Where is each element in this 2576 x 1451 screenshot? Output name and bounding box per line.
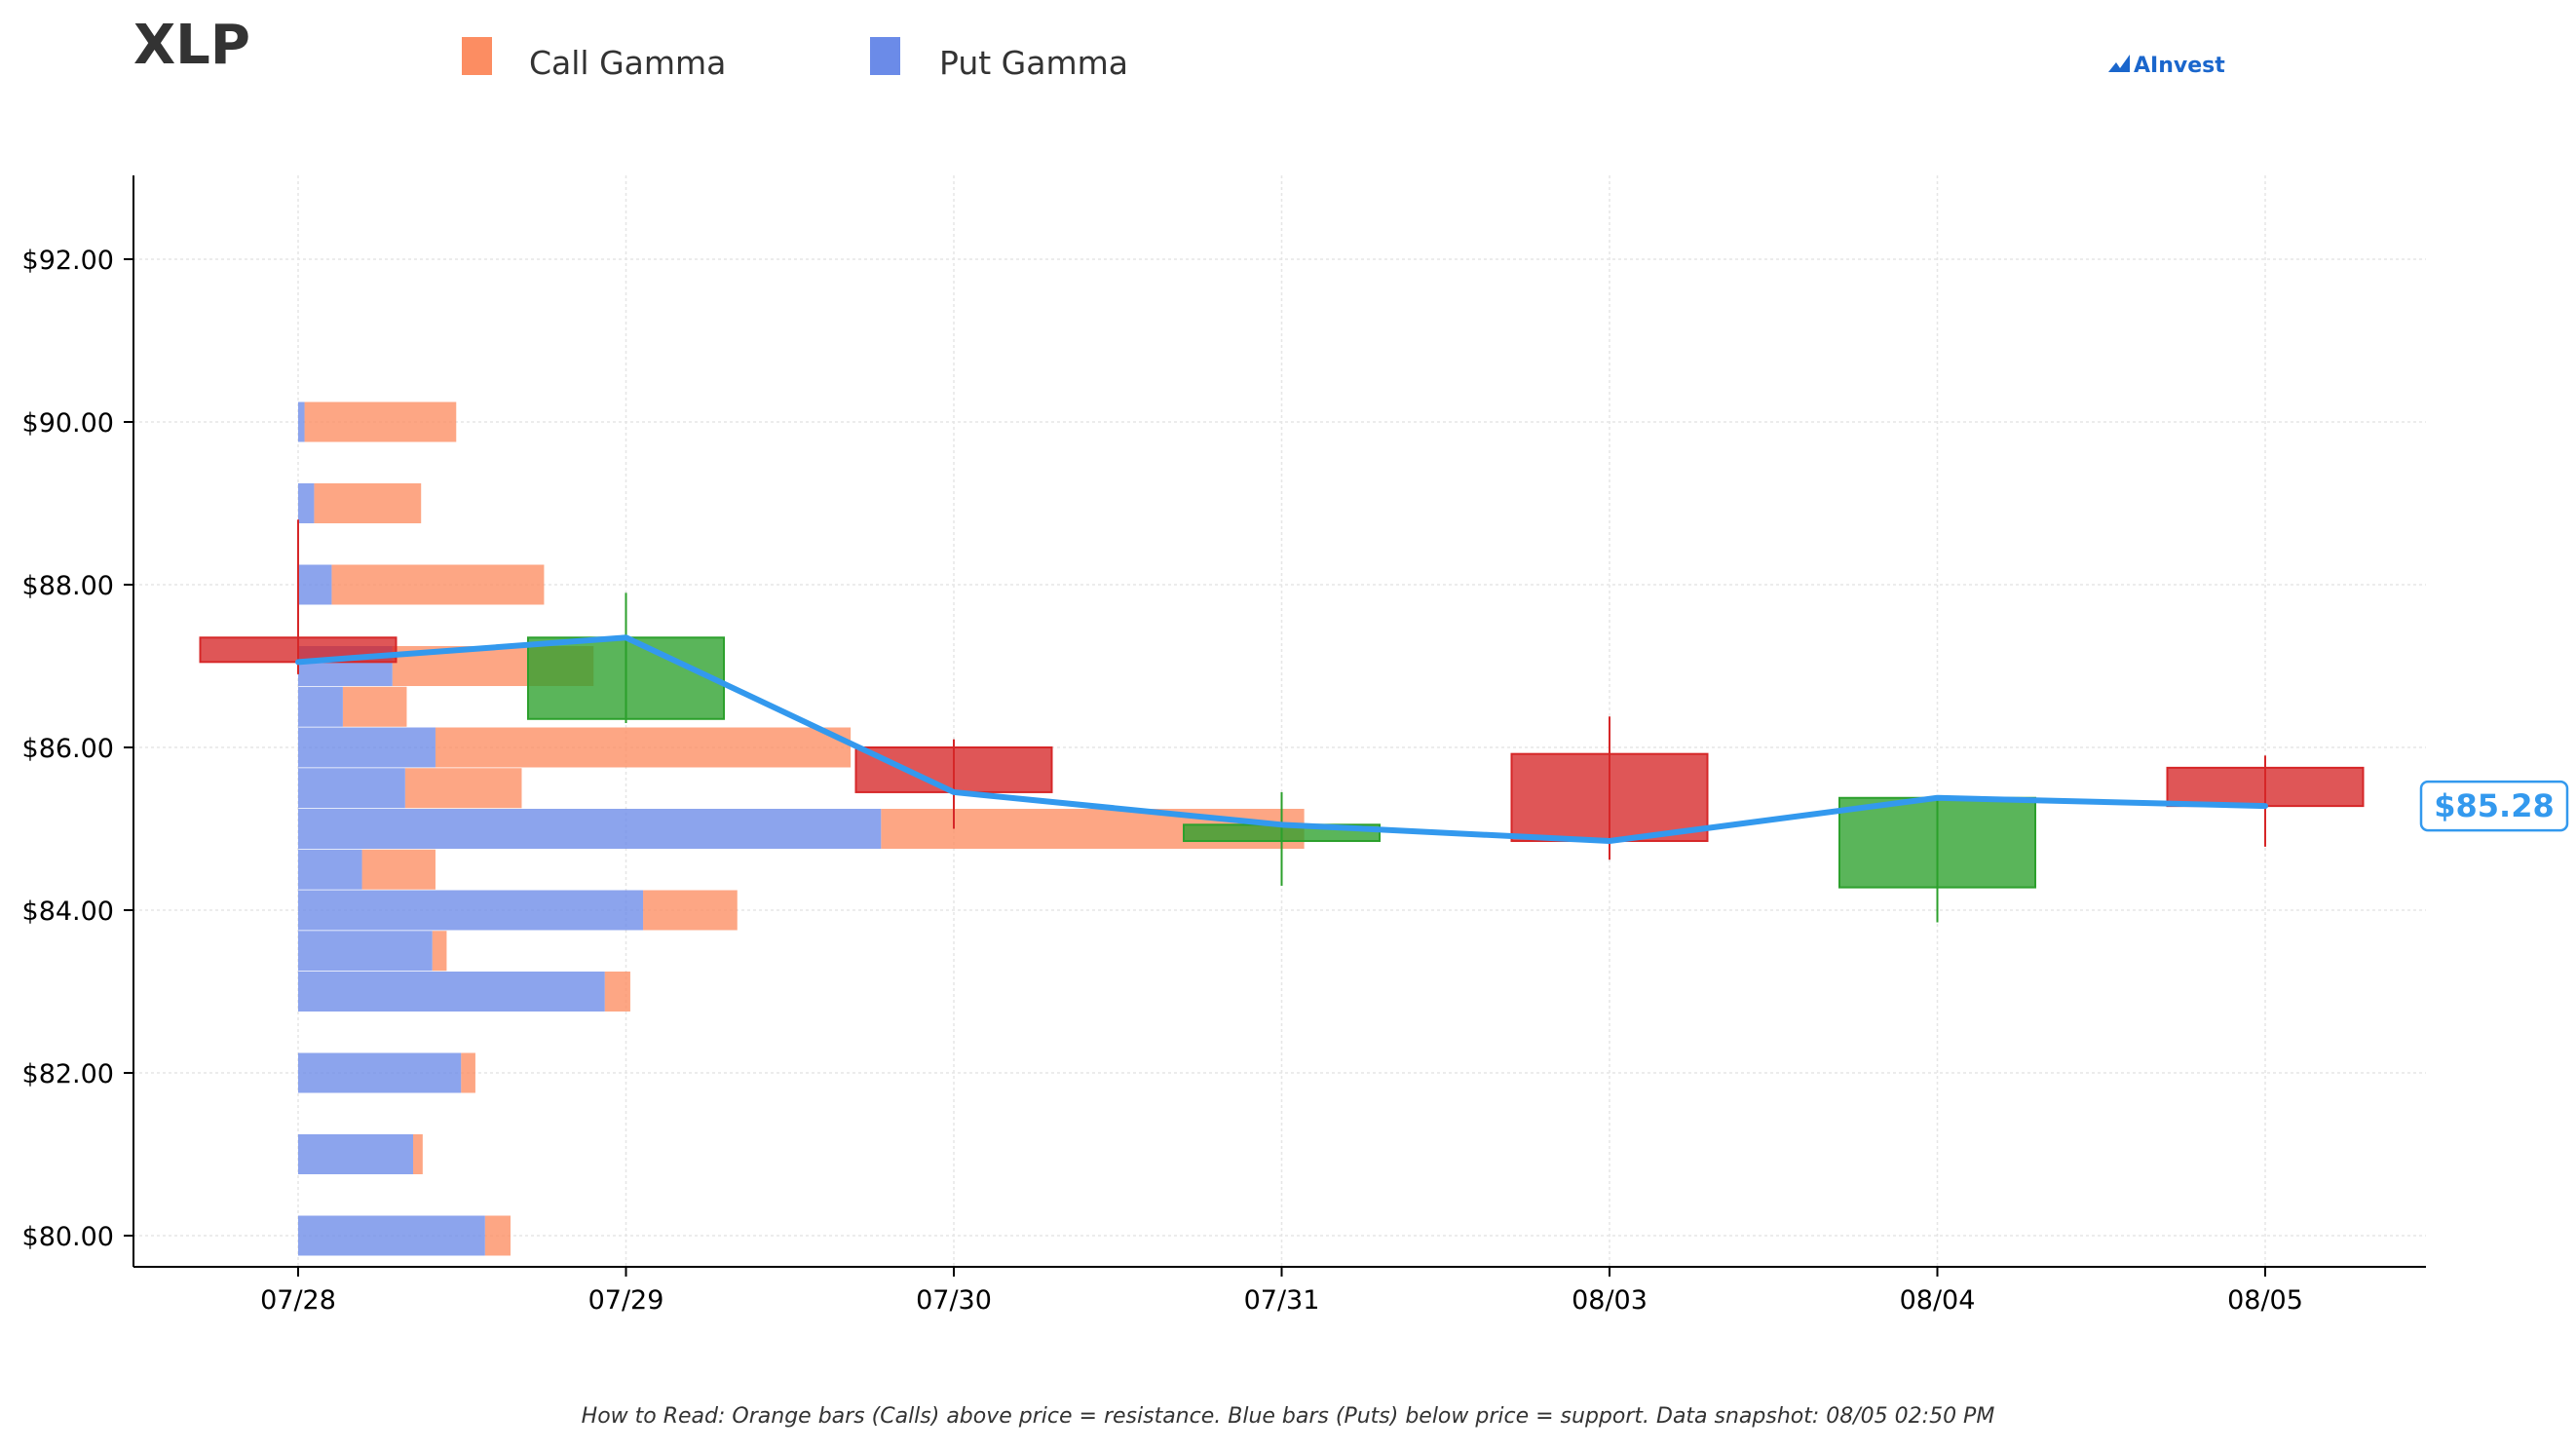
put-gamma-bar <box>298 1215 485 1256</box>
call-gamma-bar <box>404 768 522 809</box>
legend-call-label: Call Gamma <box>529 44 726 82</box>
x-tick-label: 07/31 <box>1244 1285 1320 1316</box>
call-gamma-bar <box>331 564 545 605</box>
x-tick-label: 08/03 <box>1572 1285 1648 1316</box>
call-gamma-bar <box>432 931 447 972</box>
call-gamma-bar <box>342 686 407 727</box>
put-gamma-bar <box>298 564 332 605</box>
put-gamma-bar <box>298 890 644 931</box>
ainvest-logo: AInvest <box>2108 54 2225 78</box>
candle-body <box>527 636 725 720</box>
legend-put-swatch <box>870 37 900 75</box>
gamma-bars <box>298 401 1305 1256</box>
call-gamma-bar <box>361 849 436 890</box>
grid <box>133 175 2426 1267</box>
call-gamma-bar <box>484 1215 511 1256</box>
last-price-box <box>2419 780 2569 832</box>
candle-body <box>1838 796 2036 889</box>
call-gamma-bar <box>643 890 738 931</box>
x-tick-label: 08/05 <box>2227 1285 2303 1316</box>
put-gamma-bar <box>298 809 882 849</box>
put-gamma-bar <box>298 931 433 972</box>
logo-chart-icon <box>2108 55 2130 72</box>
last-price-label: $85.28 <box>2434 787 2554 824</box>
legend-put-label: Put Gamma <box>939 44 1128 82</box>
candle-body <box>1510 752 1709 843</box>
put-gamma-bar <box>298 1052 462 1093</box>
close-price-line <box>295 634 2268 845</box>
y-tick-label: $84.00 <box>22 897 114 927</box>
y-tick-label: $88.00 <box>22 571 114 601</box>
call-gamma-bar <box>435 727 852 768</box>
legend-call-swatch <box>462 37 492 75</box>
put-gamma-bar <box>298 1134 414 1174</box>
call-gamma-bar <box>413 1134 423 1174</box>
x-tick-label: 07/29 <box>588 1285 664 1316</box>
y-tick-label: $82.00 <box>22 1059 114 1089</box>
put-gamma-bar <box>298 686 343 727</box>
put-gamma-bar <box>298 849 362 890</box>
put-gamma-bar <box>298 972 605 1012</box>
call-gamma-bar <box>304 401 457 442</box>
candle-body <box>199 636 398 664</box>
x-tick-label: 08/04 <box>1900 1285 1976 1316</box>
x-tick-label: 07/30 <box>916 1285 992 1316</box>
put-gamma-bar <box>298 727 436 768</box>
ticker-title: XLP <box>133 14 250 77</box>
last-price-badge: $85.28 <box>2419 780 2569 832</box>
y-tick-label: $92.00 <box>22 246 114 276</box>
close-price-polyline <box>295 634 2268 845</box>
put-gamma-bar <box>298 401 305 442</box>
logo-text: AInvest <box>2134 54 2225 78</box>
candle-body <box>854 746 1053 793</box>
candle-body <box>2166 766 2365 808</box>
x-tick-label: 07/28 <box>260 1285 336 1316</box>
y-tick-label: $80.00 <box>22 1222 114 1252</box>
call-gamma-bar <box>314 483 422 523</box>
put-gamma-bar <box>298 483 315 523</box>
candlesticks <box>199 519 2365 923</box>
put-gamma-bar <box>298 768 405 809</box>
call-gamma-bar <box>604 972 630 1012</box>
axes: $80.00 $82.00 $84.00 $86.00 $88.00 $90.00 $92.… <box>22 175 2426 1316</box>
call-gamma-bar <box>461 1052 475 1093</box>
footer-note: How to Read: Orange bars (Calls) above p… <box>582 1404 1995 1429</box>
y-tick-label: $86.00 <box>22 734 114 764</box>
y-tick-label: $90.00 <box>22 408 114 439</box>
